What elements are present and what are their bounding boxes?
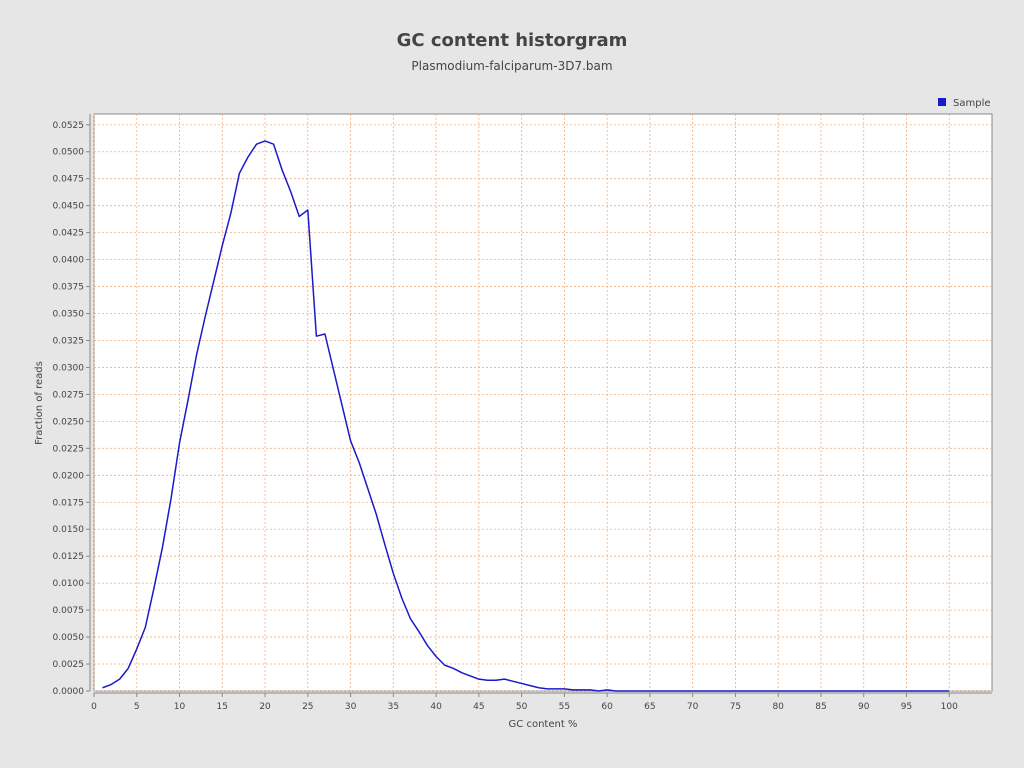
y-tick-label: 0.0475 — [53, 175, 85, 185]
y-axis-label: Fraction of reads — [34, 361, 45, 445]
y-tick-label: 0.0275 — [53, 390, 85, 400]
x-tick-label: 100 — [941, 702, 958, 712]
x-tick-label: 40 — [430, 702, 442, 712]
y-tick-label: 0.0350 — [53, 310, 85, 320]
legend: Sample — [938, 98, 991, 109]
x-tick-label: 65 — [644, 702, 655, 712]
x-tick-label: 35 — [388, 702, 399, 712]
legend-label-sample: Sample — [953, 98, 991, 109]
legend-swatch-sample — [938, 98, 946, 106]
y-tick-label: 0.0050 — [53, 633, 85, 643]
x-tick-label: 60 — [601, 702, 613, 712]
y-tick-label: 0.0000 — [53, 687, 85, 697]
y-tick-label: 0.0375 — [53, 283, 85, 293]
plot-area — [93, 113, 993, 692]
chart-subtitle: Plasmodium-falciparum-3D7.bam — [411, 59, 613, 73]
y-tick-label: 0.0200 — [53, 471, 85, 481]
y-tick-label: 0.0500 — [53, 148, 85, 158]
y-tick-label: 0.0525 — [53, 121, 85, 131]
x-tick-label: 80 — [772, 702, 784, 712]
y-tick-label: 0.0225 — [53, 444, 85, 454]
x-tick-label: 90 — [858, 702, 870, 712]
x-tick-label: 95 — [901, 702, 912, 712]
y-tick-label: 0.0125 — [53, 552, 85, 562]
x-tick-label: 10 — [174, 702, 186, 712]
x-tick-label: 15 — [217, 702, 228, 712]
y-tick-label: 0.0400 — [53, 256, 85, 266]
y-tick-label: 0.0150 — [53, 525, 85, 535]
x-tick-label: 30 — [345, 702, 357, 712]
series-line-sample — [102, 140, 950, 692]
y-tick-label: 0.0300 — [53, 363, 85, 373]
y-tick-label: 0.0025 — [53, 660, 85, 670]
chart-title: GC content historgram — [396, 30, 628, 51]
y-tick-label: 0.0100 — [53, 579, 85, 589]
x-tick-label: 75 — [730, 702, 741, 712]
series-layer — [102, 140, 950, 692]
x-axis-label: GC content % — [509, 719, 578, 730]
x-tick-label: 50 — [516, 702, 528, 712]
y-tick-label: 0.0250 — [53, 417, 85, 427]
x-tick-label: 45 — [473, 702, 484, 712]
x-tick-label: 5 — [134, 702, 140, 712]
y-tick-label: 0.0425 — [53, 229, 85, 239]
y-tick-label: 0.0075 — [53, 606, 85, 616]
y-tick-label: 0.0175 — [53, 498, 85, 508]
y-tick-label: 0.0325 — [53, 336, 85, 346]
x-tick-label: 0 — [91, 702, 97, 712]
grid-layer — [93, 114, 992, 692]
x-tick-label: 25 — [302, 702, 313, 712]
tick-layer: 0 5 10 15 20 25 30 35 40 45 50 55 60 65 70 75 80 85 90 95 10… — [53, 121, 959, 712]
x-tick-label: 85 — [815, 702, 826, 712]
y-tick-label: 0.0450 — [53, 202, 85, 212]
x-tick-label: 55 — [559, 702, 570, 712]
x-tick-label: 70 — [687, 702, 699, 712]
axis-layer — [89, 114, 992, 694]
x-tick-label: 20 — [259, 702, 271, 712]
